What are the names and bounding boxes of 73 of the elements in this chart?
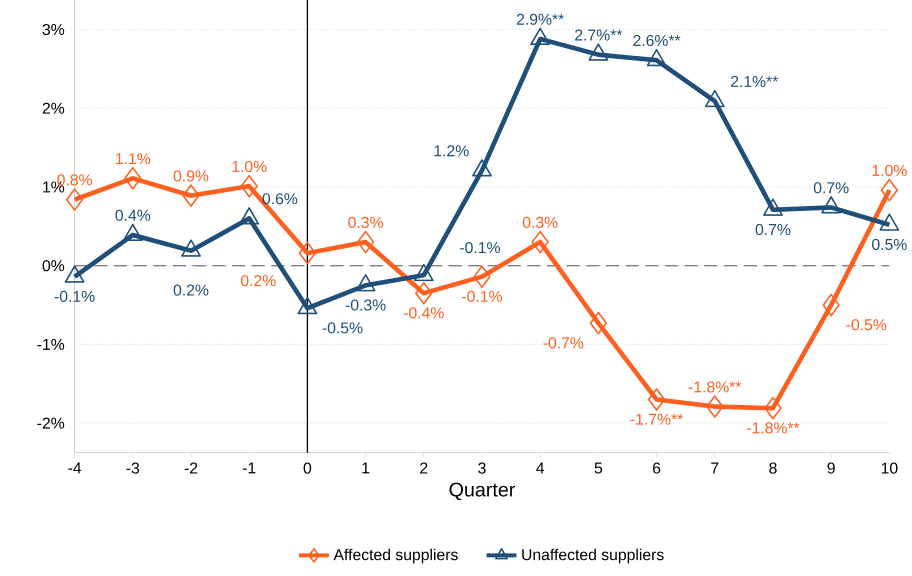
point — [648, 388, 666, 411]
data-label: 2.6%** — [633, 35, 680, 46]
data-label: -0.4% — [404, 308, 444, 319]
legend-label: Unaffected suppliers — [522, 548, 664, 564]
x-tick-label: 0 — [304, 462, 312, 474]
point — [590, 312, 608, 335]
x-tick-label: -2 — [184, 462, 198, 474]
x-tick-label: 9 — [828, 462, 835, 474]
data-label: 0.3% — [522, 216, 558, 228]
x-axis-title: Quarter — [450, 482, 516, 500]
point — [704, 90, 725, 108]
point — [122, 224, 143, 242]
x-tick-label: -1 — [242, 462, 256, 474]
data-label: 1.0% — [232, 161, 267, 172]
point — [646, 49, 666, 66]
data-label: 0.2% — [240, 275, 276, 286]
data-label: 0.5% — [872, 239, 907, 250]
x-tick-label: 4 — [536, 462, 544, 474]
data-label: 0.6% — [262, 193, 298, 204]
x-tick-label: 8 — [769, 462, 777, 474]
point — [239, 207, 260, 225]
data-label: -1.8%** — [688, 382, 742, 393]
data-label: 0.3% — [348, 216, 383, 228]
x-tick-label: 10 — [882, 462, 898, 474]
y-tick-label: -1% — [37, 339, 64, 350]
y-tick-label: -2% — [37, 418, 64, 429]
x-tick-label: -3 — [126, 462, 140, 474]
data-label: 1.1% — [116, 153, 150, 164]
data-label: 1.0% — [872, 165, 907, 176]
x-tick-label: 6 — [653, 462, 660, 474]
x-tick-label: 1 — [362, 462, 370, 474]
data-label: -1.8%** — [746, 422, 800, 434]
y-tick-label: 0% — [42, 260, 64, 272]
data-label: 0.9% — [174, 170, 208, 182]
data-label: 2.1%** — [730, 76, 778, 88]
data-label: -0.5% — [322, 322, 362, 334]
point — [298, 242, 316, 265]
data-label: -0.1% — [54, 290, 95, 302]
x-tick-label: -4 — [68, 462, 82, 474]
x-tick-label: 5 — [594, 462, 602, 474]
point — [356, 230, 374, 254]
point — [822, 294, 840, 316]
point — [879, 214, 900, 231]
point — [821, 196, 842, 214]
data-label: -0.3% — [346, 300, 386, 311]
point — [763, 198, 783, 216]
y-tick-label: 2% — [42, 102, 64, 114]
point — [473, 266, 491, 288]
data-label: 0.2% — [174, 284, 208, 296]
data-label: 0.7% — [756, 224, 790, 236]
point — [764, 397, 782, 420]
x-tick-label: 7 — [711, 462, 718, 474]
x-tick-label: 3 — [478, 462, 486, 474]
data-label: -1.7%** — [630, 414, 684, 425]
data-label: -0.1% — [460, 242, 500, 254]
data-label: 2.9%** — [516, 14, 564, 26]
x-tick-label: 2 — [420, 462, 428, 474]
point — [472, 159, 492, 177]
legend-label: Affected suppliers — [334, 548, 458, 564]
data-label: 1.2% — [434, 145, 469, 156]
point — [415, 282, 432, 305]
point — [588, 44, 608, 61]
data-label: 0.4% — [115, 210, 150, 222]
point — [532, 230, 549, 254]
data-label: 2.7%** — [575, 30, 622, 41]
point — [181, 240, 201, 257]
data-label: -0.7% — [543, 337, 584, 349]
point — [530, 28, 550, 46]
y-tick-label: 3% — [42, 24, 64, 36]
data-label: -0.5% — [846, 319, 886, 330]
data-label: -0.1% — [462, 290, 502, 302]
point — [706, 395, 724, 418]
data-label: 0.7% — [814, 182, 849, 194]
